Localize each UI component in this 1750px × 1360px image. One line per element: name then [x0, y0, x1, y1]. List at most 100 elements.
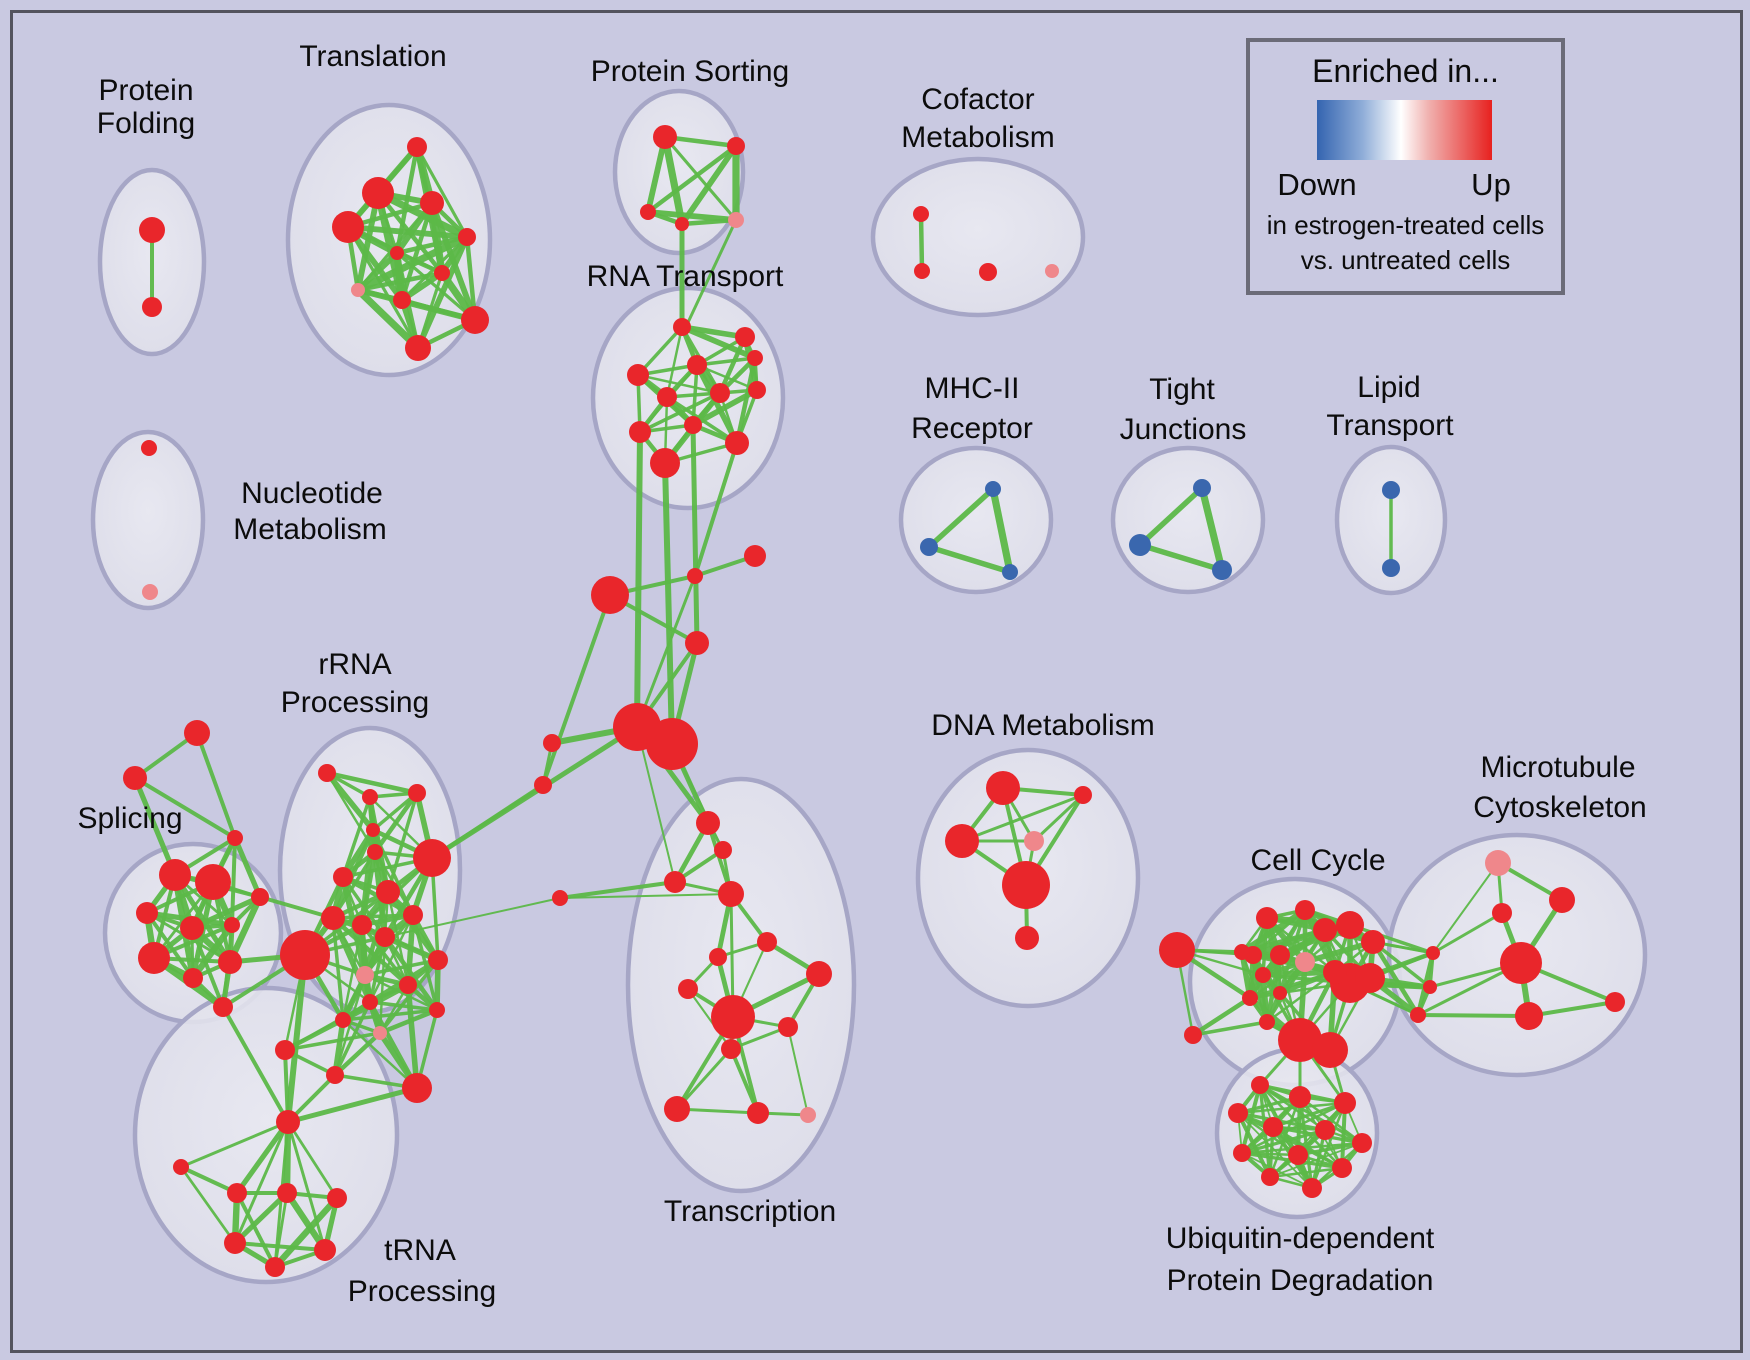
trna-processing-node[interactable] — [276, 1110, 300, 1134]
microtubule-cytoskeleton-node[interactable] — [1492, 903, 1512, 923]
splicing-node[interactable] — [251, 888, 269, 906]
mhc-ii-receptor-node[interactable] — [985, 481, 1001, 497]
rrna-processing-node[interactable] — [280, 930, 330, 980]
transcription-node[interactable] — [678, 979, 698, 999]
cell-cycle-node[interactable] — [1336, 911, 1364, 939]
splicing-node[interactable] — [227, 830, 243, 846]
rna-transport-node[interactable] — [629, 421, 651, 443]
cell-cycle-node[interactable] — [1295, 900, 1315, 920]
connectors-node[interactable] — [552, 890, 568, 906]
splicing-node[interactable] — [184, 720, 210, 746]
protein-sorting-node[interactable] — [728, 212, 744, 228]
rrna-processing-node[interactable] — [356, 966, 374, 984]
splicing-node[interactable] — [180, 916, 204, 940]
cell-cycle-node[interactable] — [1295, 952, 1315, 972]
translation-node[interactable] — [393, 291, 411, 309]
trna-processing-node[interactable] — [173, 1159, 189, 1175]
tight-junctions-node[interactable] — [1129, 534, 1151, 556]
translation-node[interactable] — [351, 283, 365, 297]
tight-junctions-node[interactable] — [1193, 479, 1211, 497]
rrna-processing-node[interactable] — [413, 839, 451, 877]
rrna-processing-node[interactable] — [321, 906, 345, 930]
mhc-ii-receptor-node[interactable] — [1002, 564, 1018, 580]
translation-node[interactable] — [407, 137, 427, 157]
translation-node[interactable] — [458, 228, 476, 246]
translation-node[interactable] — [362, 177, 394, 209]
protein-sorting-node[interactable] — [653, 125, 677, 149]
translation-node[interactable] — [461, 306, 489, 334]
rrna-processing-node[interactable] — [362, 994, 378, 1010]
translation-node[interactable] — [420, 191, 444, 215]
cofactor-metabolism-node[interactable] — [914, 263, 930, 279]
transcription-node[interactable] — [806, 961, 832, 987]
microtubule-cytoskeleton-node[interactable] — [1605, 992, 1625, 1012]
cell-cycle-node[interactable] — [1426, 946, 1440, 960]
cell-cycle-node[interactable] — [1184, 1026, 1202, 1044]
rrna-processing-node[interactable] — [318, 764, 336, 782]
lipid-transport-node[interactable] — [1382, 481, 1400, 499]
splicing-node[interactable] — [195, 864, 231, 900]
microtubule-cytoskeleton-node[interactable] — [1549, 887, 1575, 913]
dna-metabolism-node[interactable] — [1074, 786, 1092, 804]
nucleotide-metabolism-node[interactable] — [141, 440, 157, 456]
trna-processing-node[interactable] — [327, 1188, 347, 1208]
protein-folding-node[interactable] — [139, 217, 165, 243]
rrna-processing-node[interactable] — [333, 867, 353, 887]
ubiquitin-dependent-protein-degradation-node[interactable] — [1289, 1086, 1311, 1108]
rna-transport-node[interactable] — [673, 318, 691, 336]
rna-transport-node[interactable] — [748, 381, 766, 399]
protein-sorting-node[interactable] — [640, 204, 656, 220]
rrna-processing-node[interactable] — [352, 915, 372, 935]
dna-metabolism-node[interactable] — [1002, 861, 1050, 909]
ubiquitin-dependent-protein-degradation-node[interactable] — [1288, 1145, 1308, 1165]
rrna-processing-node[interactable] — [429, 1002, 445, 1018]
rrna-processing-node[interactable] — [408, 784, 426, 802]
cell-cycle-node[interactable] — [1355, 963, 1385, 993]
ubiquitin-dependent-protein-degradation-node[interactable] — [1263, 1117, 1283, 1137]
transcription-node[interactable] — [711, 995, 755, 1039]
cell-cycle-node[interactable] — [1273, 986, 1287, 1000]
ubiquitin-dependent-protein-degradation-node[interactable] — [1302, 1178, 1322, 1198]
trna-processing-node[interactable] — [314, 1239, 336, 1261]
rrna-processing-node[interactable] — [428, 950, 448, 970]
splicing-node[interactable] — [224, 917, 240, 933]
connectors-node[interactable] — [534, 776, 552, 794]
ubiquitin-dependent-protein-degradation-node[interactable] — [1334, 1092, 1356, 1114]
ubiquitin-dependent-protein-degradation-node[interactable] — [1352, 1133, 1372, 1153]
rrna-processing-node[interactable] — [366, 823, 380, 837]
translation-node[interactable] — [390, 246, 404, 260]
connectors-node[interactable] — [687, 568, 703, 584]
protein-sorting-node[interactable] — [727, 137, 745, 155]
cell-cycle-node[interactable] — [1234, 944, 1250, 960]
transcription-node[interactable] — [747, 1102, 769, 1124]
cofactor-metabolism-node[interactable] — [1045, 264, 1059, 278]
mhc-ii-receptor-node[interactable] — [920, 538, 938, 556]
dna-metabolism-node[interactable] — [986, 771, 1020, 805]
cell-cycle-node[interactable] — [1159, 932, 1195, 968]
translation-node[interactable] — [405, 335, 431, 361]
ubiquitin-dependent-protein-degradation-node[interactable] — [1233, 1144, 1251, 1162]
splicing-node[interactable] — [183, 968, 203, 988]
microtubule-cytoskeleton-node[interactable] — [1515, 1002, 1543, 1030]
rrna-processing-node[interactable] — [275, 1040, 295, 1060]
rna-transport-node[interactable] — [657, 387, 677, 407]
dna-metabolism-node[interactable] — [945, 824, 979, 858]
rrna-processing-node[interactable] — [375, 927, 395, 947]
transcription-node[interactable] — [714, 841, 732, 859]
translation-node[interactable] — [434, 265, 450, 281]
nucleotide-metabolism-node[interactable] — [142, 584, 158, 600]
transcription-node[interactable] — [778, 1017, 798, 1037]
splicing-node[interactable] — [218, 950, 242, 974]
rrna-processing-node[interactable] — [402, 1073, 432, 1103]
transcription-node[interactable] — [721, 1039, 741, 1059]
rrna-processing-node[interactable] — [367, 844, 383, 860]
transcription-node[interactable] — [718, 881, 744, 907]
ubiquitin-dependent-protein-degradation-node[interactable] — [1251, 1076, 1269, 1094]
ubiquitin-dependent-protein-degradation-node[interactable] — [1315, 1120, 1335, 1140]
transcription-node[interactable] — [664, 1096, 690, 1122]
cell-cycle-node[interactable] — [1270, 945, 1290, 965]
rrna-processing-node[interactable] — [373, 1026, 387, 1040]
microtubule-cytoskeleton-node[interactable] — [1500, 942, 1542, 984]
tight-junctions-node[interactable] — [1212, 560, 1232, 580]
cell-cycle-node[interactable] — [1410, 1007, 1426, 1023]
